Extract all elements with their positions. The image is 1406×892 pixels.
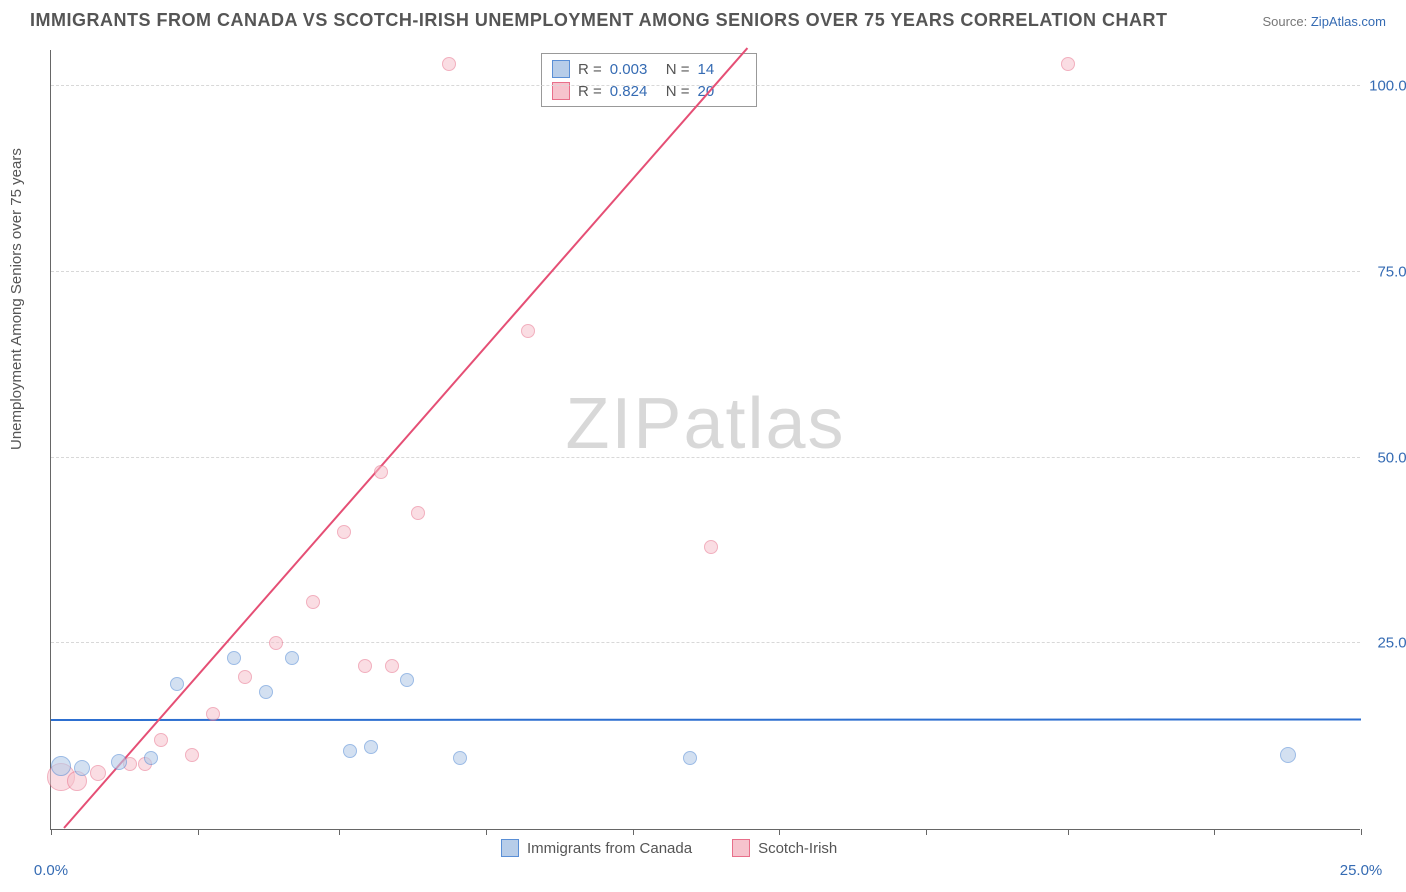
legend-item-0: Immigrants from Canada bbox=[501, 839, 692, 857]
data-point bbox=[704, 540, 718, 554]
xtick bbox=[926, 829, 927, 835]
data-point bbox=[411, 506, 425, 520]
data-point bbox=[521, 324, 535, 338]
stats-n-label: N = bbox=[666, 61, 690, 78]
data-point bbox=[400, 673, 414, 687]
legend-item-1: Scotch-Irish bbox=[732, 839, 837, 857]
data-point bbox=[385, 659, 399, 673]
stats-r-value-0: 0.003 bbox=[610, 61, 658, 78]
stats-row-0: R = 0.003 N = 14 bbox=[552, 58, 746, 80]
data-point bbox=[453, 751, 467, 765]
chart-title: IMMIGRANTS FROM CANADA VS SCOTCH-IRISH U… bbox=[30, 10, 1168, 31]
xtick bbox=[1068, 829, 1069, 835]
legend-swatch-1 bbox=[732, 839, 750, 857]
data-point bbox=[170, 677, 184, 691]
data-point bbox=[269, 636, 283, 650]
data-point bbox=[442, 57, 456, 71]
xtick bbox=[1214, 829, 1215, 835]
scatter-plot: ZIPatlas R = 0.003 N = 14 R = 0.824 N = … bbox=[50, 50, 1360, 830]
gridline-h bbox=[51, 457, 1360, 458]
data-point bbox=[1061, 57, 1075, 71]
stats-swatch-0 bbox=[552, 60, 570, 78]
data-point bbox=[343, 744, 357, 758]
stats-r-label: R = bbox=[578, 61, 602, 78]
data-point bbox=[1280, 747, 1296, 763]
data-point bbox=[51, 756, 71, 776]
data-point bbox=[144, 751, 158, 765]
y-axis-label: Unemployment Among Seniors over 75 years bbox=[8, 148, 25, 450]
legend-swatch-0 bbox=[501, 839, 519, 857]
data-point bbox=[358, 659, 372, 673]
legend-label-1: Scotch-Irish bbox=[758, 840, 837, 857]
legend-label-0: Immigrants from Canada bbox=[527, 840, 692, 857]
trendline bbox=[63, 47, 748, 828]
xtick bbox=[633, 829, 634, 835]
source-link[interactable]: ZipAtlas.com bbox=[1311, 14, 1386, 29]
xtick bbox=[779, 829, 780, 835]
data-point bbox=[337, 525, 351, 539]
xtick bbox=[1361, 829, 1362, 835]
data-point bbox=[285, 651, 299, 665]
stats-box: R = 0.003 N = 14 R = 0.824 N = 20 bbox=[541, 53, 757, 107]
data-point bbox=[374, 465, 388, 479]
watermark: ZIPatlas bbox=[565, 383, 845, 465]
source-prefix: Source: bbox=[1262, 14, 1310, 29]
data-point bbox=[90, 765, 106, 781]
gridline-h bbox=[51, 271, 1360, 272]
watermark-bold: ZIP bbox=[565, 384, 683, 464]
data-point bbox=[154, 733, 168, 747]
data-point bbox=[364, 740, 378, 754]
data-point bbox=[259, 685, 273, 699]
data-point bbox=[206, 707, 220, 721]
xtick-label: 0.0% bbox=[34, 862, 68, 879]
data-point bbox=[683, 751, 697, 765]
data-point bbox=[306, 595, 320, 609]
data-point bbox=[111, 754, 127, 770]
data-point bbox=[227, 651, 241, 665]
watermark-thin: atlas bbox=[683, 384, 845, 464]
source-attribution: Source: ZipAtlas.com bbox=[1262, 14, 1386, 29]
ytick-label: 25.0% bbox=[1365, 635, 1406, 652]
xtick bbox=[198, 829, 199, 835]
data-point bbox=[185, 748, 199, 762]
data-point bbox=[238, 670, 252, 684]
ytick-label: 75.0% bbox=[1365, 263, 1406, 280]
ytick-label: 100.0% bbox=[1365, 78, 1406, 95]
ytick-label: 50.0% bbox=[1365, 449, 1406, 466]
gridline-h bbox=[51, 642, 1360, 643]
xtick bbox=[486, 829, 487, 835]
data-point bbox=[74, 760, 90, 776]
legend: Immigrants from Canada Scotch-Irish bbox=[501, 839, 837, 857]
xtick bbox=[51, 829, 52, 835]
xtick bbox=[339, 829, 340, 835]
gridline-h bbox=[51, 85, 1360, 86]
trendline bbox=[51, 719, 1361, 722]
xtick-label: 25.0% bbox=[1340, 862, 1383, 879]
